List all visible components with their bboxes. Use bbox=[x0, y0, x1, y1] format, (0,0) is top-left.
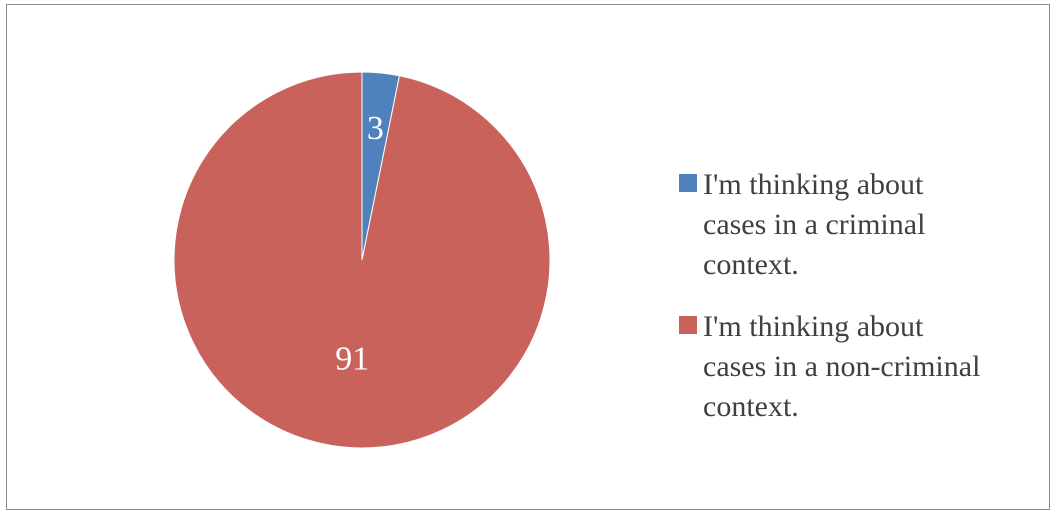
legend-item-non-criminal: I'm thinking about cases in a non-crimin… bbox=[679, 307, 1009, 427]
pie-slice-non-criminal bbox=[173, 71, 551, 449]
legend: I'm thinking about cases in a criminal c… bbox=[679, 165, 1009, 449]
legend-swatch-criminal bbox=[679, 174, 697, 192]
data-label-criminal: 3 bbox=[367, 110, 384, 147]
legend-label-non-criminal: I'm thinking about cases in a non-crimin… bbox=[703, 310, 981, 423]
chart-frame: 3 91 I'm thinking about cases in a crimin… bbox=[6, 4, 1050, 510]
pie-chart: 3 91 bbox=[173, 71, 551, 449]
legend-swatch-non-criminal bbox=[679, 316, 697, 334]
data-label-non-criminal: 91 bbox=[335, 340, 369, 377]
legend-label-criminal: I'm thinking about cases in a criminal c… bbox=[703, 168, 926, 281]
legend-item-criminal: I'm thinking about cases in a criminal c… bbox=[679, 165, 1009, 285]
